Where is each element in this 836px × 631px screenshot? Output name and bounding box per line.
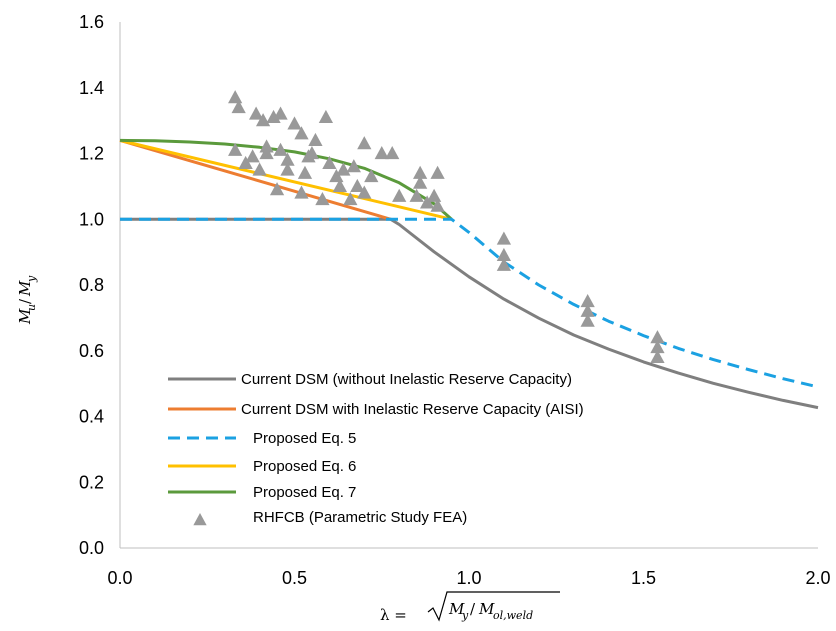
scatter-point	[364, 169, 379, 183]
scatter-point	[287, 116, 302, 130]
x-tick-label: 1.5	[631, 568, 656, 588]
legend-label-2: Proposed Eq. 5	[253, 430, 356, 447]
scatter-point	[332, 178, 347, 192]
y-axis-title-sub1: u	[25, 304, 38, 311]
scatter-point	[650, 339, 665, 354]
y-tick-label: 1.6	[79, 12, 104, 32]
scatter-point	[228, 142, 243, 156]
scatter-point	[252, 162, 267, 176]
scatter-point	[280, 152, 295, 166]
scatter-point	[231, 99, 246, 114]
scatter-point	[294, 126, 309, 140]
scatter-point	[259, 139, 274, 153]
legend-swatch-5	[193, 513, 207, 526]
scatter-point	[430, 165, 445, 179]
y-axis-title: M u / M y	[16, 275, 38, 325]
x-axis-title-m1: M	[448, 600, 465, 618]
scatter-point	[329, 169, 344, 183]
x-tick-label: 1.0	[456, 568, 481, 588]
x-tick-label: 2.0	[805, 568, 830, 588]
series-line-3	[119, 138, 452, 221]
y-tick-label: 0.8	[79, 275, 104, 295]
y-tick-label: 1.2	[79, 144, 104, 164]
y-tick-label: 1.4	[79, 78, 104, 98]
scatter-point	[413, 165, 428, 179]
scatter-point	[280, 162, 295, 176]
axes	[119, 22, 818, 549]
scatter-point	[297, 165, 313, 179]
scatter-point	[259, 146, 274, 160]
scatter-point	[580, 293, 595, 308]
scatter-point	[322, 155, 337, 169]
x-tick-label: 0.5	[282, 568, 307, 588]
y-tick-label: 0.4	[79, 407, 104, 427]
legend-label-0: Current DSM (without Inelastic Reserve C…	[241, 371, 572, 388]
scatter-point	[409, 188, 424, 202]
x-axis-title-prefix: λ =	[380, 606, 407, 624]
scatter-point	[419, 195, 435, 209]
scatter-point	[496, 247, 512, 262]
series-line-4	[119, 138, 453, 221]
series-line-0	[120, 217, 819, 410]
y-axis-title-m2: M	[16, 280, 34, 297]
scatter-point	[357, 185, 372, 199]
y-axis-title-slash: /	[16, 298, 34, 304]
scatter-point	[385, 146, 400, 160]
scatter-point	[374, 146, 389, 160]
scatter-point	[266, 109, 281, 123]
legend-label-1: Current DSM with Inelastic Reserve Capac…	[241, 401, 584, 418]
scatter-point	[318, 109, 334, 123]
x-axis-title-slash: /	[470, 600, 476, 618]
x-tick-label: 0.0	[107, 568, 132, 588]
y-tick-label: 0.0	[79, 538, 104, 558]
scatter-point	[580, 313, 595, 327]
y-axis-title-m1: M	[16, 308, 34, 325]
scatter-point	[350, 178, 365, 192]
scatter-point	[273, 106, 288, 120]
scatter-point	[228, 90, 243, 104]
y-axis-title-sub2: y	[25, 275, 38, 283]
x-axis-title-m2: M	[478, 600, 495, 618]
scatter-point	[580, 303, 595, 317]
scatter-point	[269, 182, 285, 196]
markers-layer	[228, 90, 665, 363]
scatter-point	[392, 188, 407, 202]
series-line-1	[119, 138, 392, 221]
x-axis-title: λ = M y / M ol,weld	[380, 591, 560, 624]
scatter-point	[315, 192, 330, 206]
scatter-point	[245, 149, 260, 163]
scatter-point	[346, 159, 361, 173]
scatter-point	[426, 188, 442, 202]
scatter-point	[304, 146, 320, 160]
scatter-point	[336, 162, 351, 176]
scatter-point	[430, 198, 445, 212]
scatter-point	[413, 175, 428, 189]
y-tick-label: 1.0	[79, 209, 104, 229]
scatter-point	[496, 231, 512, 245]
scatter-point	[496, 257, 512, 271]
y-tick-label: 0.6	[79, 341, 104, 361]
legend-label-3: Proposed Eq. 6	[253, 458, 356, 475]
scatter-point	[294, 185, 309, 199]
y-tick-label: 0.2	[79, 472, 104, 492]
legend-label-5: RHFCB (Parametric Study FEA)	[253, 509, 467, 526]
series-line-2	[120, 217, 819, 389]
scatter-point	[238, 155, 253, 169]
legend: Current DSM (without Inelastic Reserve C…	[168, 371, 584, 526]
scatter-point	[650, 349, 665, 363]
x-axis-title-sub1: y	[461, 609, 469, 622]
tick-labels: 0.0 0.2 0.4 0.6 0.8 1.0 1.2 1.4 1.6 0.0 0.5 1.0 1.5 2…	[79, 12, 831, 588]
series-layer	[119, 138, 819, 410]
scatter-point	[357, 136, 372, 150]
x-axis-title-sub2: ol,weld	[493, 609, 533, 622]
scatter-point	[650, 330, 665, 344]
radical-sign	[427, 591, 560, 622]
legend-label-4: Proposed Eq. 7	[253, 484, 356, 501]
scatter-point	[248, 106, 264, 120]
scatter-point	[255, 113, 271, 127]
scatter-point	[343, 192, 358, 206]
scatter-point	[273, 142, 288, 156]
scatter-point	[308, 132, 323, 146]
